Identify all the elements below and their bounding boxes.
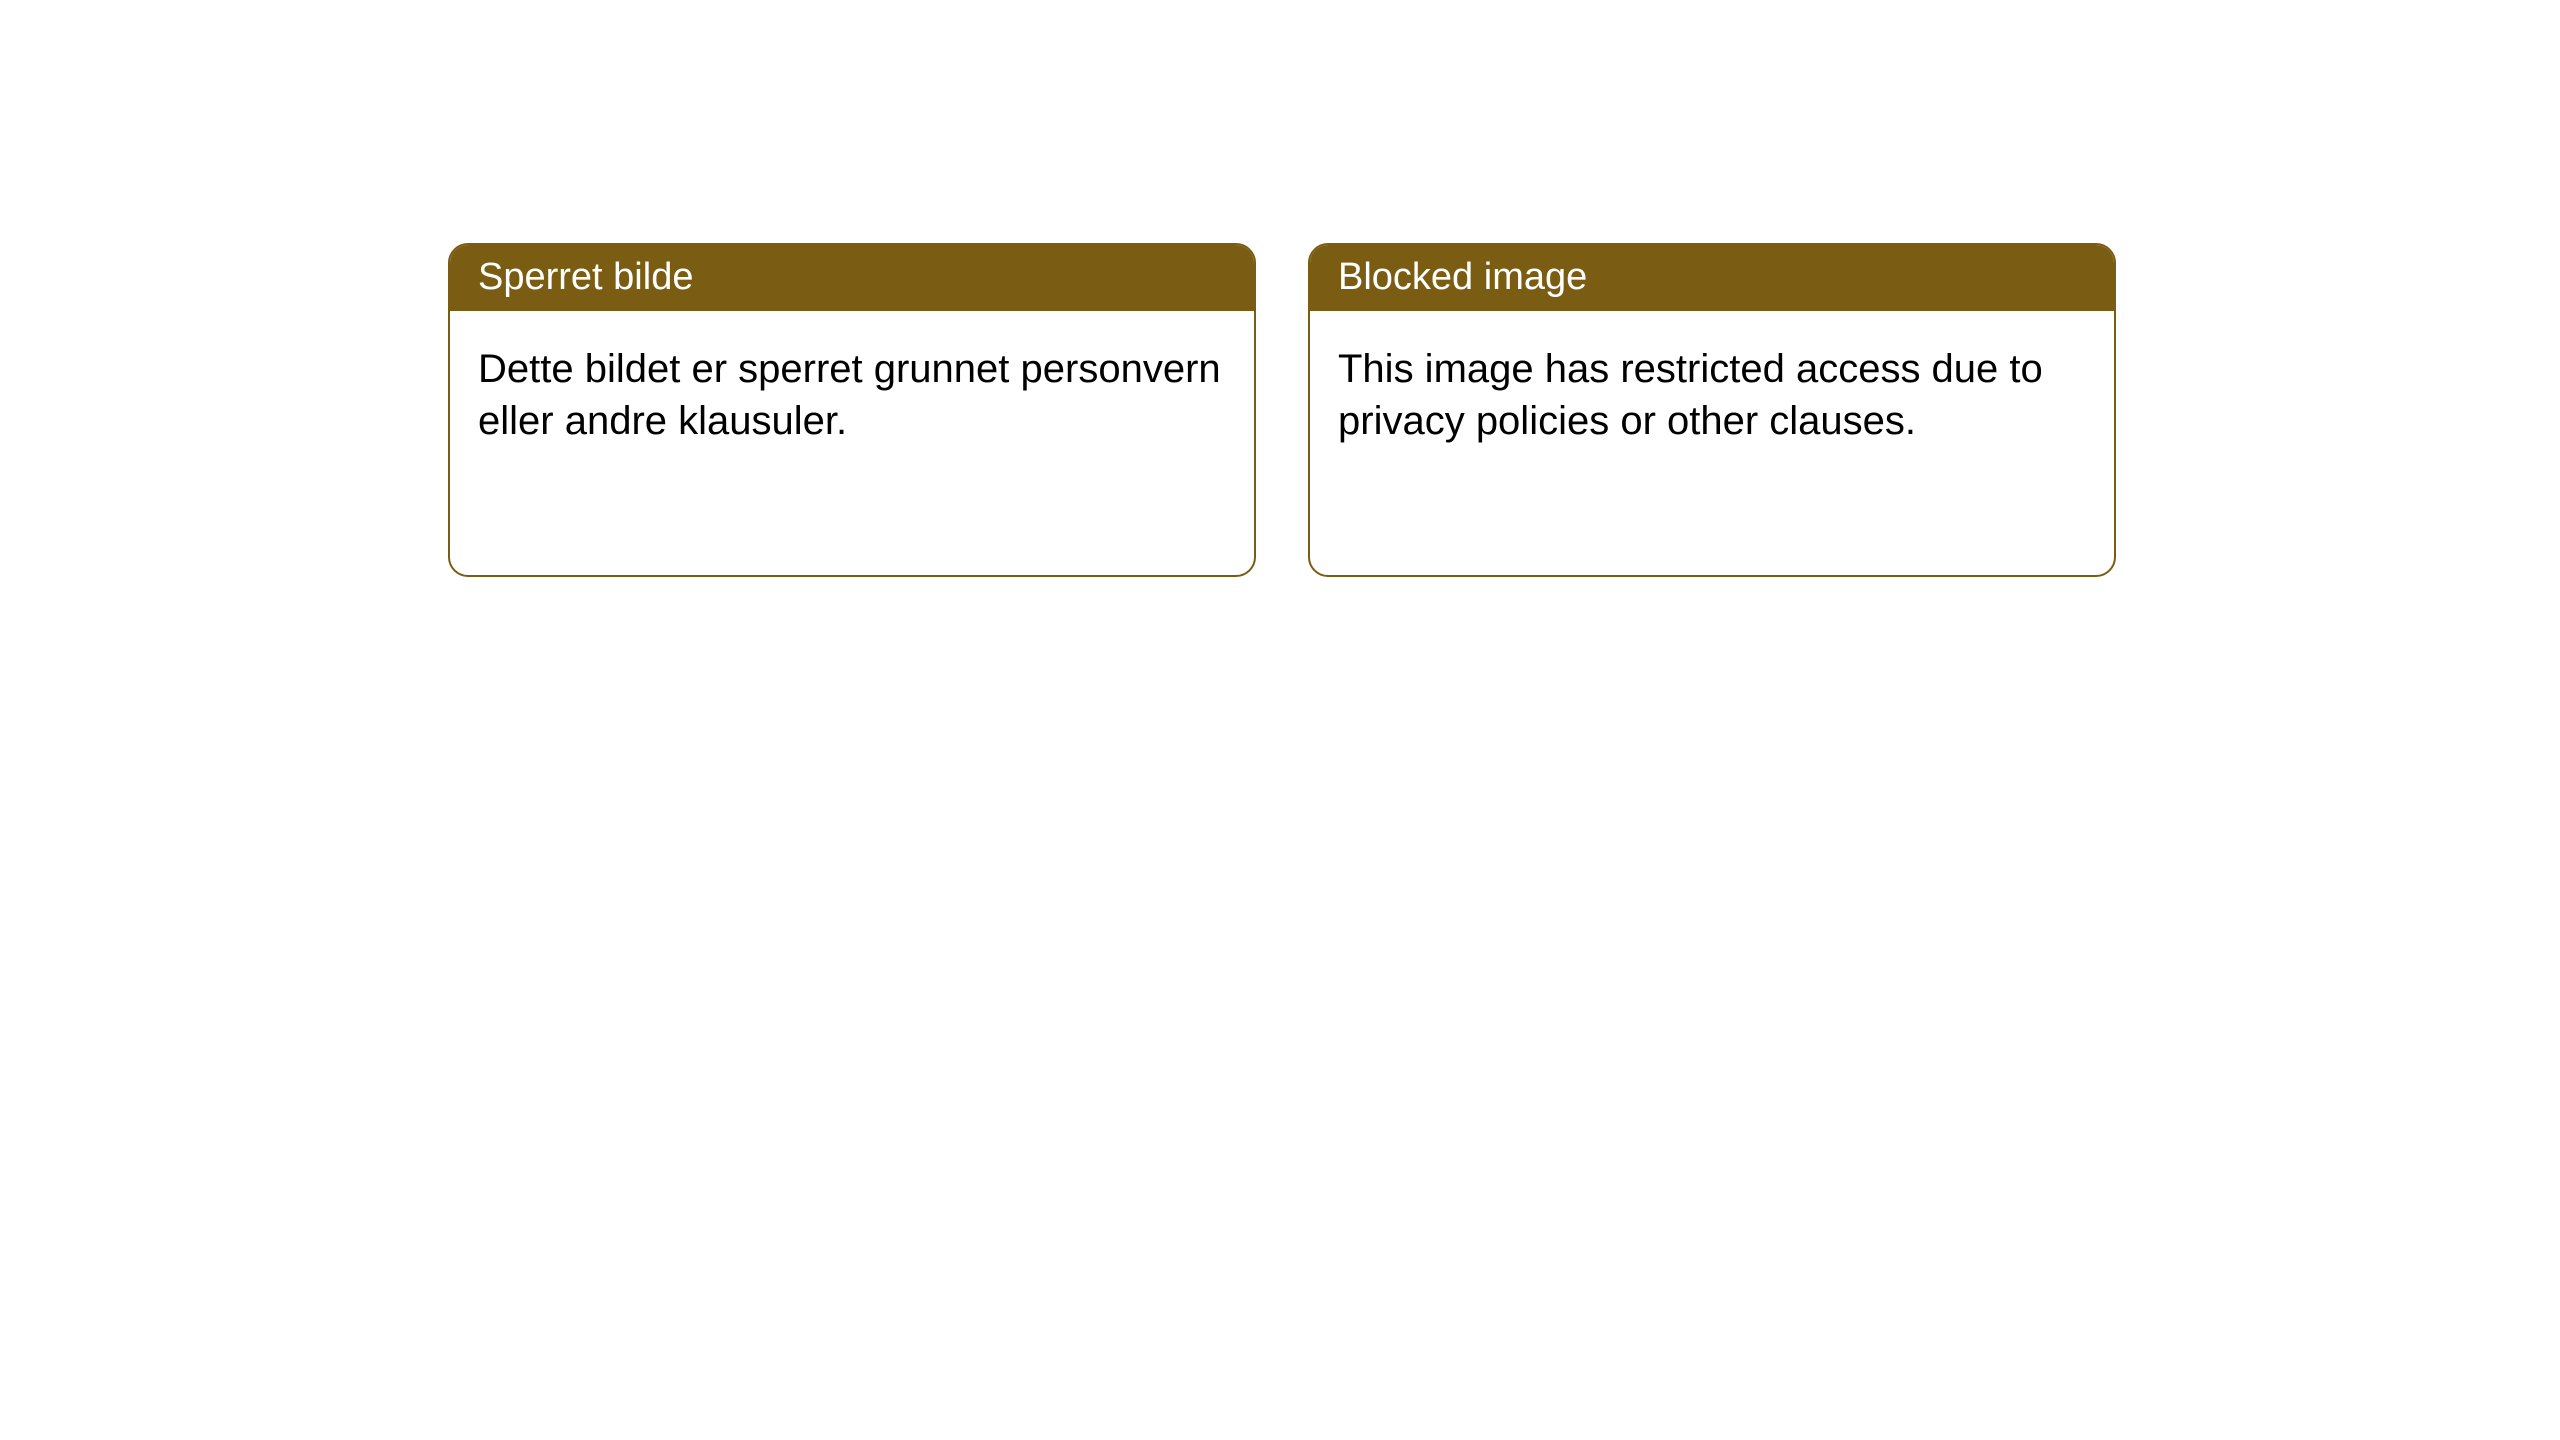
notice-body: Dette bildet er sperret grunnet personve… <box>450 311 1254 479</box>
notice-body: This image has restricted access due to … <box>1310 311 2114 479</box>
notice-card-norwegian: Sperret bilde Dette bildet er sperret gr… <box>448 243 1256 577</box>
notice-text: This image has restricted access due to … <box>1338 347 2043 443</box>
notice-title: Blocked image <box>1338 256 1587 298</box>
notice-header: Sperret bilde <box>450 245 1254 311</box>
notice-header: Blocked image <box>1310 245 2114 311</box>
notice-text: Dette bildet er sperret grunnet personve… <box>478 347 1221 443</box>
notice-title: Sperret bilde <box>478 256 693 298</box>
notice-card-english: Blocked image This image has restricted … <box>1308 243 2116 577</box>
notice-container: Sperret bilde Dette bildet er sperret gr… <box>448 243 2116 577</box>
